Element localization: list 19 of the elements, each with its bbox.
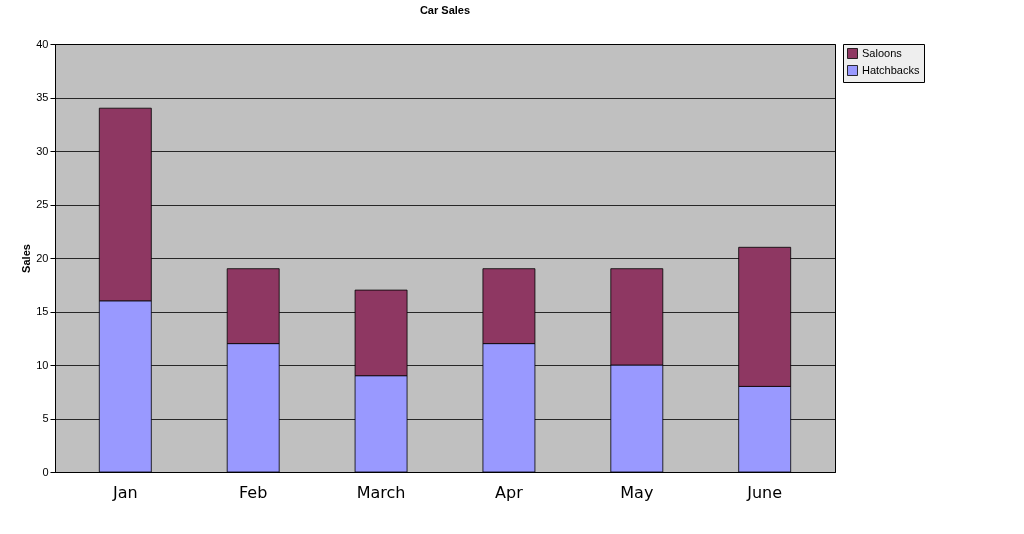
y-tick-label: 20 [36,251,49,264]
y-tick-label: 30 [36,144,49,157]
x-tick-label: March [356,482,406,502]
x-tick-label: Jan [111,482,138,502]
y-tick-label: 25 [36,198,49,210]
y-tick-label: 15 [36,305,49,317]
x-tick-label: Apr [495,482,524,502]
y-tick-label: 5 [42,412,49,424]
chart-title: Car Sales [419,4,471,16]
legend-label: Saloons [862,46,903,59]
y-tick-label: 10 [36,358,49,371]
y-axis-title: Sales [20,244,33,273]
x-tick-label: May [620,482,654,502]
legend-label: Hatchbacks [862,63,920,76]
y-tick-label: 40 [36,37,49,50]
y-tick-label: 35 [36,91,49,103]
y-tick-label: 0 [42,465,49,478]
x-tick-label: June [746,482,783,502]
x-tick-label: Feb [239,482,268,502]
